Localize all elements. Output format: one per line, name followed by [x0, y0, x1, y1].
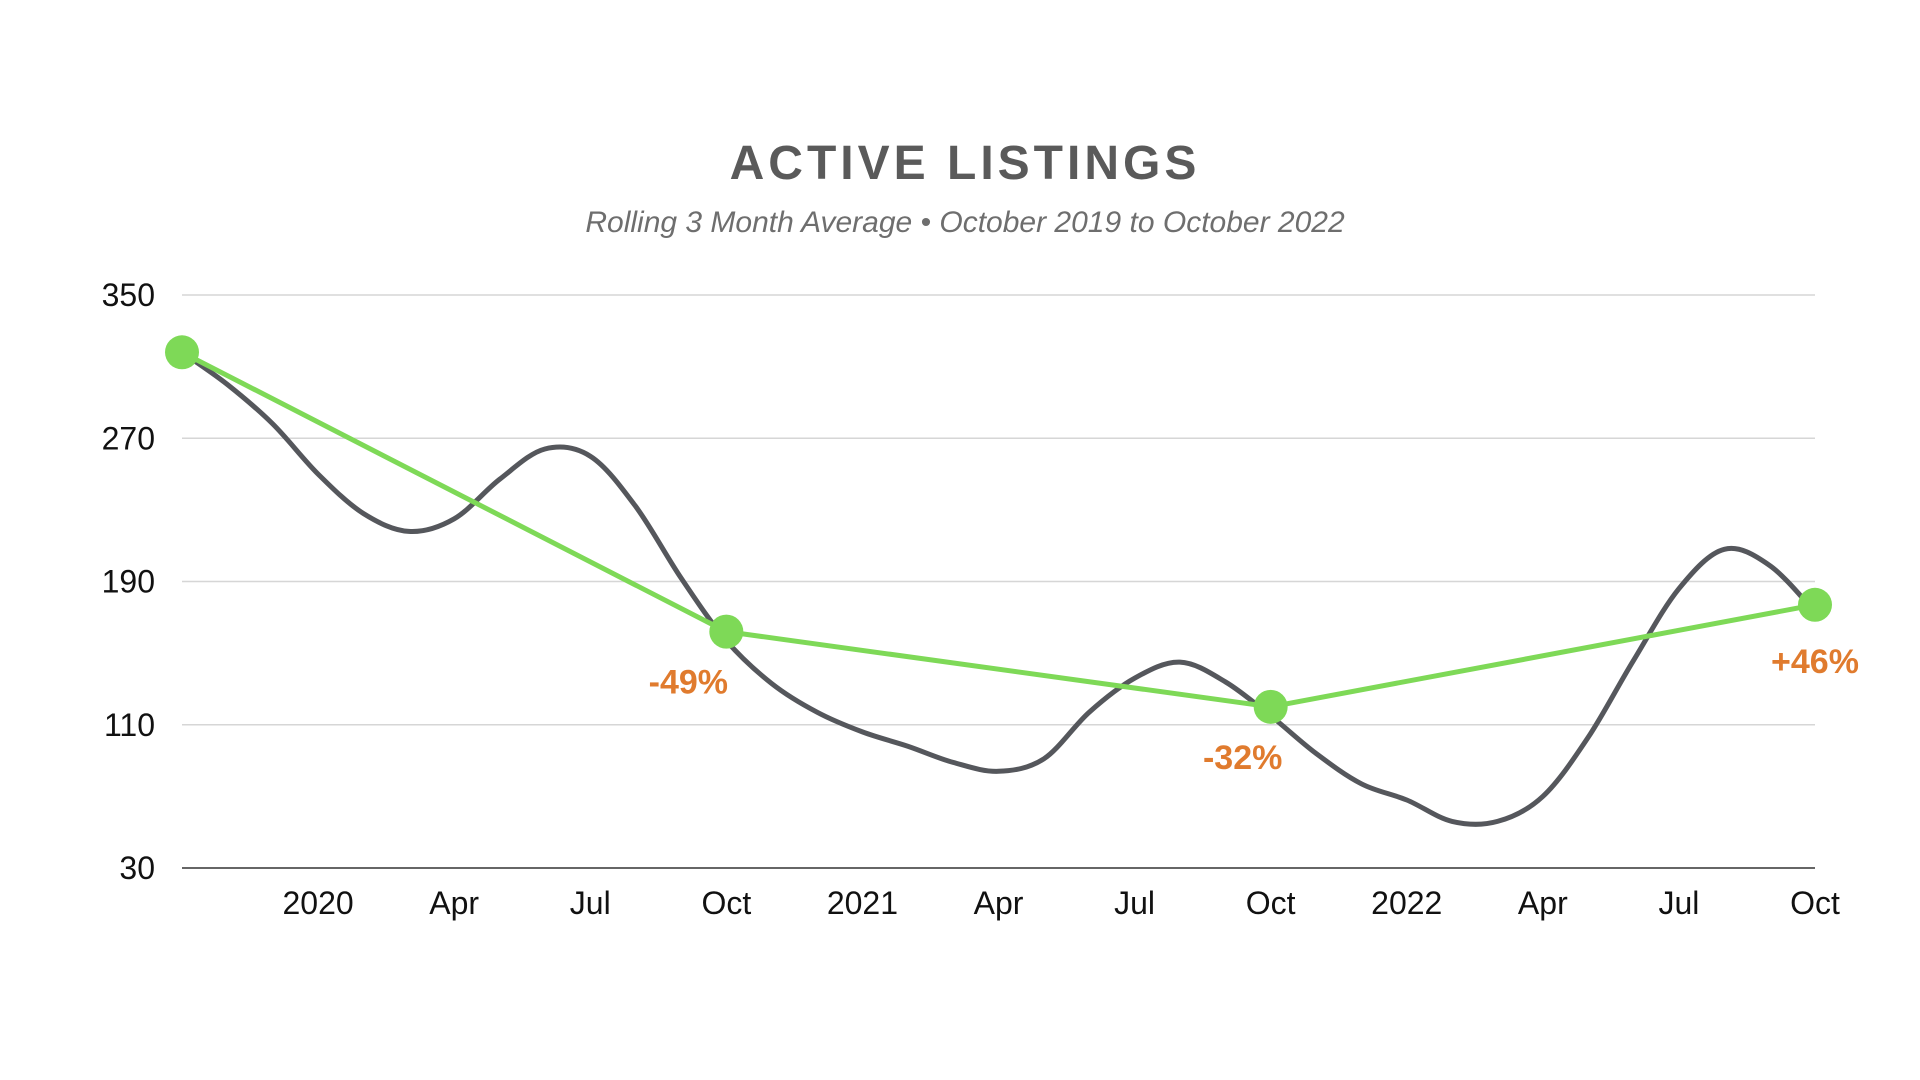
x-tick-label: 2022: [1371, 885, 1442, 921]
y-tick-label: 110: [104, 707, 155, 743]
series-lines: [179, 349, 1818, 827]
percent-change-label: -32%: [1203, 739, 1282, 777]
trend-point: [1798, 587, 1832, 622]
monthly-average-line: [179, 349, 1818, 827]
x-tick-label: Apr: [1518, 885, 1568, 921]
yearly-trend-line: [179, 349, 1818, 710]
x-tick-label: Jul: [1658, 885, 1699, 921]
x-tick-label: 2021: [827, 885, 898, 921]
x-tick-labels: 2020 Apr Jul Oct 2021 Apr Jul Oct 2022 Apr Jul Oct: [282, 885, 1840, 921]
x-tick-label: Oct: [1790, 885, 1840, 921]
trend-point: [165, 335, 199, 370]
trend-point: [709, 614, 744, 649]
x-tick-label: Oct: [701, 885, 751, 921]
chart-subtitle: Rolling 3 Month Average • October 2019 t…: [585, 206, 1345, 239]
x-tick-label: Apr: [974, 885, 1024, 921]
trend-points: [165, 335, 1832, 724]
y-tick-label: 270: [102, 420, 155, 456]
x-tick-label: Jul: [1114, 885, 1155, 921]
y-tick-label: 190: [102, 564, 155, 600]
x-tick-label: 2020: [282, 885, 353, 921]
y-tick-label: 30: [119, 850, 155, 886]
x-tick-label: Oct: [1246, 885, 1296, 921]
percent-change-label: +46%: [1771, 643, 1859, 681]
y-tick-labels: 30 110 190 270 350: [102, 277, 155, 886]
change-annotations: -49% -32% +46%: [649, 643, 1859, 777]
trend-point: [1253, 689, 1288, 724]
percent-change-label: -49%: [649, 664, 728, 702]
y-tick-label: 350: [102, 277, 155, 313]
x-tick-label: Apr: [429, 885, 479, 921]
grid-lines: [182, 294, 1815, 726]
x-tick-label: Jul: [570, 885, 611, 921]
chart-title: ACTIVE LISTINGS: [729, 137, 1201, 190]
